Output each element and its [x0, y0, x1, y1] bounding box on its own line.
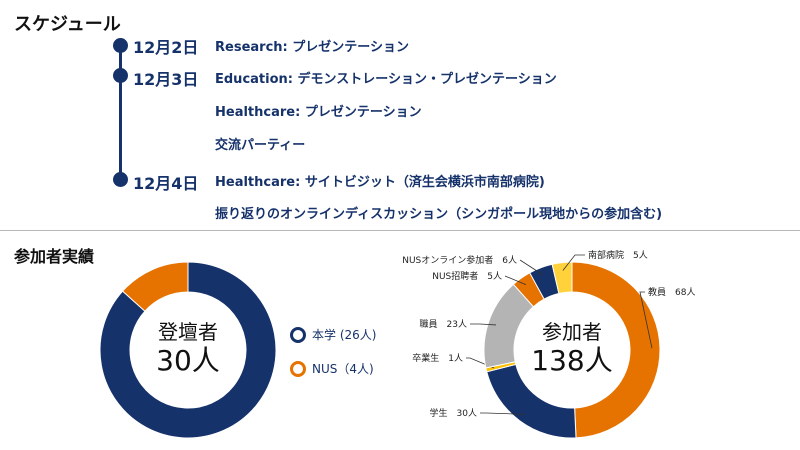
legend-ring-nus [290, 360, 306, 377]
date-label-1: 12月2日 [133, 38, 199, 57]
participants-label-3: 職員 23人 [420, 319, 467, 330]
participants-center-title: 参加者 [542, 320, 602, 344]
participants-label-5: NUSオンライン参加者 6人 [402, 254, 517, 266]
legend-label-nus: NUS（4人) [312, 362, 374, 376]
event-2: Education: デモンストレーション・プレゼンテーション [215, 72, 557, 87]
event-6: 振り返りのオンラインディスカッション（シンガポール現地からの参加含む) [215, 207, 663, 222]
participants-label-2: 卒業生 1人 [412, 352, 463, 364]
participants-label-4: NUS招聘者 5人 [432, 270, 502, 282]
participants-label-6: 南部病院 5人 [588, 249, 648, 261]
legend-ring-honkou [290, 326, 306, 343]
legend-item-honkou: 本学 (26人) [290, 326, 376, 343]
speakers-center-value: 30人 [156, 344, 220, 377]
participants-leader-1 [480, 412, 525, 415]
event-5: Healthcare: サイトビジット（済生会横浜市南部病院) [215, 175, 545, 190]
participants-center-value: 138人 [531, 344, 613, 377]
participants-leader-6 [562, 254, 585, 271]
section-divider [0, 230, 800, 231]
event-1: Research: プレゼンテーション [215, 40, 409, 55]
speakers-slice-1 [121, 261, 189, 312]
participants-slice-0 [571, 261, 661, 439]
participants-leader-0 [639, 291, 653, 349]
event-4: 交流パーティー [215, 138, 306, 153]
timeline-line [119, 44, 122, 182]
date-label-2: 12月3日 [133, 70, 199, 89]
participants-leader-3 [470, 323, 497, 326]
legend-item-nus: NUS（4人) [290, 360, 374, 377]
event-3: Healthcare: プレゼンテーション [215, 105, 422, 120]
participants-slice-6 [551, 261, 573, 295]
timeline-dot-2 [113, 68, 128, 83]
results-title: 参加者実績 [14, 247, 95, 266]
participants-leader-4 [504, 275, 527, 286]
legend-label-honkou: 本学 (26人) [312, 328, 377, 342]
participants-label-0: 教員 68人 [648, 286, 695, 298]
participants-leader-5 [519, 259, 544, 276]
participants-label-1: 学生 30人 [430, 407, 477, 419]
schedule-title: スケジュール [14, 14, 121, 35]
timeline-dot-3 [113, 172, 128, 187]
date-label-3: 12月4日 [133, 174, 199, 193]
speakers-center: 登壇者 30人 [138, 320, 238, 378]
speakers-center-title: 登壇者 [158, 320, 218, 344]
participants-center: 参加者 138人 [522, 320, 622, 378]
speakers-slice-0 [99, 261, 277, 439]
timeline-dot-1 [113, 38, 128, 53]
